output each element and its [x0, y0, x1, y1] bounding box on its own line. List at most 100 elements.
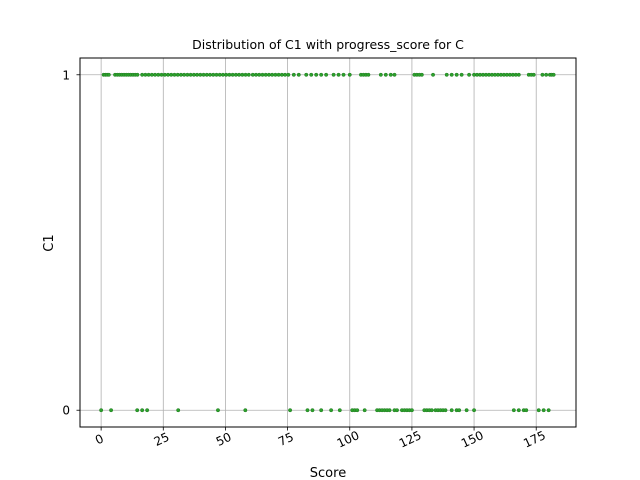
data-point	[99, 408, 104, 413]
data-point	[392, 72, 397, 77]
data-point	[182, 72, 187, 77]
data-point	[449, 72, 454, 77]
data-point	[409, 408, 414, 413]
data-point	[250, 72, 255, 77]
data-point	[243, 72, 248, 77]
data-point	[378, 72, 383, 77]
data-point	[233, 72, 238, 77]
data-point	[304, 72, 309, 77]
x-tick-label: 50	[214, 430, 234, 449]
data-point	[388, 72, 393, 77]
data-point	[551, 72, 556, 77]
data-point	[341, 72, 346, 77]
data-point	[166, 72, 170, 77]
data-point	[211, 72, 216, 77]
data-point	[172, 72, 177, 77]
data-point	[185, 72, 190, 77]
data-point	[169, 72, 174, 77]
data-point	[531, 72, 536, 77]
data-point	[153, 72, 158, 77]
x-tick-label: 75	[276, 430, 296, 449]
data-point	[337, 408, 342, 413]
y-axis-ticks: 01	[62, 68, 80, 418]
y-tick-label: 1	[62, 68, 70, 82]
data-point	[276, 72, 281, 77]
data-point	[511, 408, 516, 413]
data-point	[419, 72, 424, 77]
data-point	[175, 72, 180, 77]
data-point	[467, 72, 472, 77]
data-point	[443, 408, 448, 413]
data-point	[263, 72, 268, 77]
data-point	[366, 72, 371, 77]
data-point	[217, 72, 222, 77]
data-point	[135, 408, 140, 413]
data-point	[449, 408, 454, 413]
data-point	[387, 408, 392, 413]
data-point	[324, 72, 329, 77]
data-point	[140, 72, 145, 77]
data-point	[143, 72, 148, 77]
data-point	[224, 72, 229, 77]
data-point	[472, 408, 477, 413]
data-point	[109, 408, 114, 413]
data-point	[273, 72, 278, 77]
data-point	[156, 72, 161, 77]
data-point	[227, 72, 232, 77]
data-point	[257, 72, 262, 77]
data-point	[176, 408, 181, 413]
data-point	[444, 72, 449, 77]
y-tick-label: 0	[62, 404, 70, 418]
data-point	[355, 408, 360, 413]
data-point	[459, 72, 464, 77]
data-point	[540, 72, 545, 77]
data-point	[240, 72, 245, 77]
data-point	[516, 408, 521, 413]
data-point	[270, 72, 275, 77]
data-point	[429, 408, 434, 413]
data-point	[516, 72, 521, 77]
data-point	[329, 408, 334, 413]
data-point	[214, 72, 219, 77]
data-point	[246, 72, 251, 77]
data-point	[454, 72, 459, 77]
data-point	[260, 72, 265, 77]
data-point	[237, 72, 242, 77]
data-point	[309, 72, 314, 77]
data-point	[267, 72, 271, 77]
data-point	[204, 72, 209, 77]
data-point	[286, 72, 291, 77]
data-point	[178, 72, 183, 77]
data-point	[544, 72, 549, 77]
chart-title: Distribution of C1 with progress_score f…	[192, 37, 464, 52]
data-point	[336, 72, 341, 77]
data-point	[296, 72, 301, 77]
data-point	[524, 408, 529, 413]
data-point	[331, 72, 336, 77]
data-point	[162, 72, 167, 77]
data-point	[283, 72, 288, 77]
data-point	[135, 72, 140, 77]
data-point	[159, 72, 164, 77]
data-points	[99, 72, 556, 413]
data-point	[310, 408, 315, 413]
data-point	[140, 408, 145, 413]
data-point	[230, 72, 235, 77]
data-point	[288, 408, 293, 413]
data-point	[201, 72, 206, 77]
data-point	[149, 72, 154, 77]
data-point	[195, 72, 200, 77]
data-point	[291, 72, 296, 77]
data-point	[191, 72, 196, 77]
data-point	[279, 72, 284, 77]
data-point	[221, 72, 225, 77]
data-point	[198, 72, 203, 77]
data-point	[216, 408, 220, 413]
data-point	[314, 72, 319, 77]
x-tick-label: 25	[152, 430, 172, 449]
data-point	[457, 408, 462, 413]
data-point	[431, 72, 435, 77]
data-point	[106, 72, 111, 77]
